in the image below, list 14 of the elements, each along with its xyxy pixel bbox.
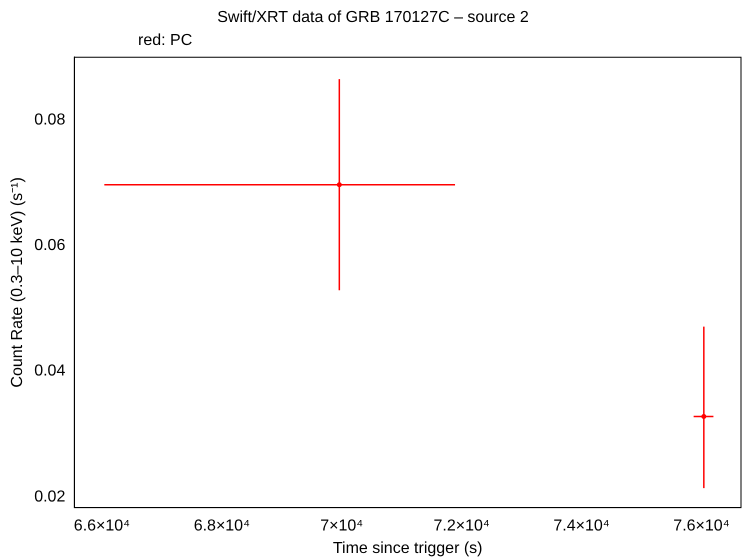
- text: red: PC: [138, 32, 192, 50]
- x-axis-title: Time since trigger (s): [332, 540, 482, 557]
- x-tick-label: 7.2×10⁴: [433, 518, 490, 535]
- x-tick-label: 7.6×10⁴: [673, 518, 730, 535]
- chart-title: Swift/XRT data of GRB 170127C – source 2: [217, 9, 529, 26]
- x-tick-label: 6.6×10⁴: [74, 518, 130, 535]
- x-tick-label: 7×10⁴: [320, 518, 364, 535]
- x-tick-label: 6.8×10⁴: [194, 518, 250, 535]
- y-tick-label: 0.02: [34, 488, 66, 506]
- y-tick-label: 0.06: [34, 237, 66, 254]
- y-axis-title: Count Rate (0.3–10 keV) (s⁻¹): [9, 177, 26, 388]
- y-tick-label: 0.08: [34, 111, 66, 128]
- x-tick-label: 7.4×10⁴: [553, 518, 610, 535]
- y-tick-label: 0.04: [34, 362, 66, 380]
